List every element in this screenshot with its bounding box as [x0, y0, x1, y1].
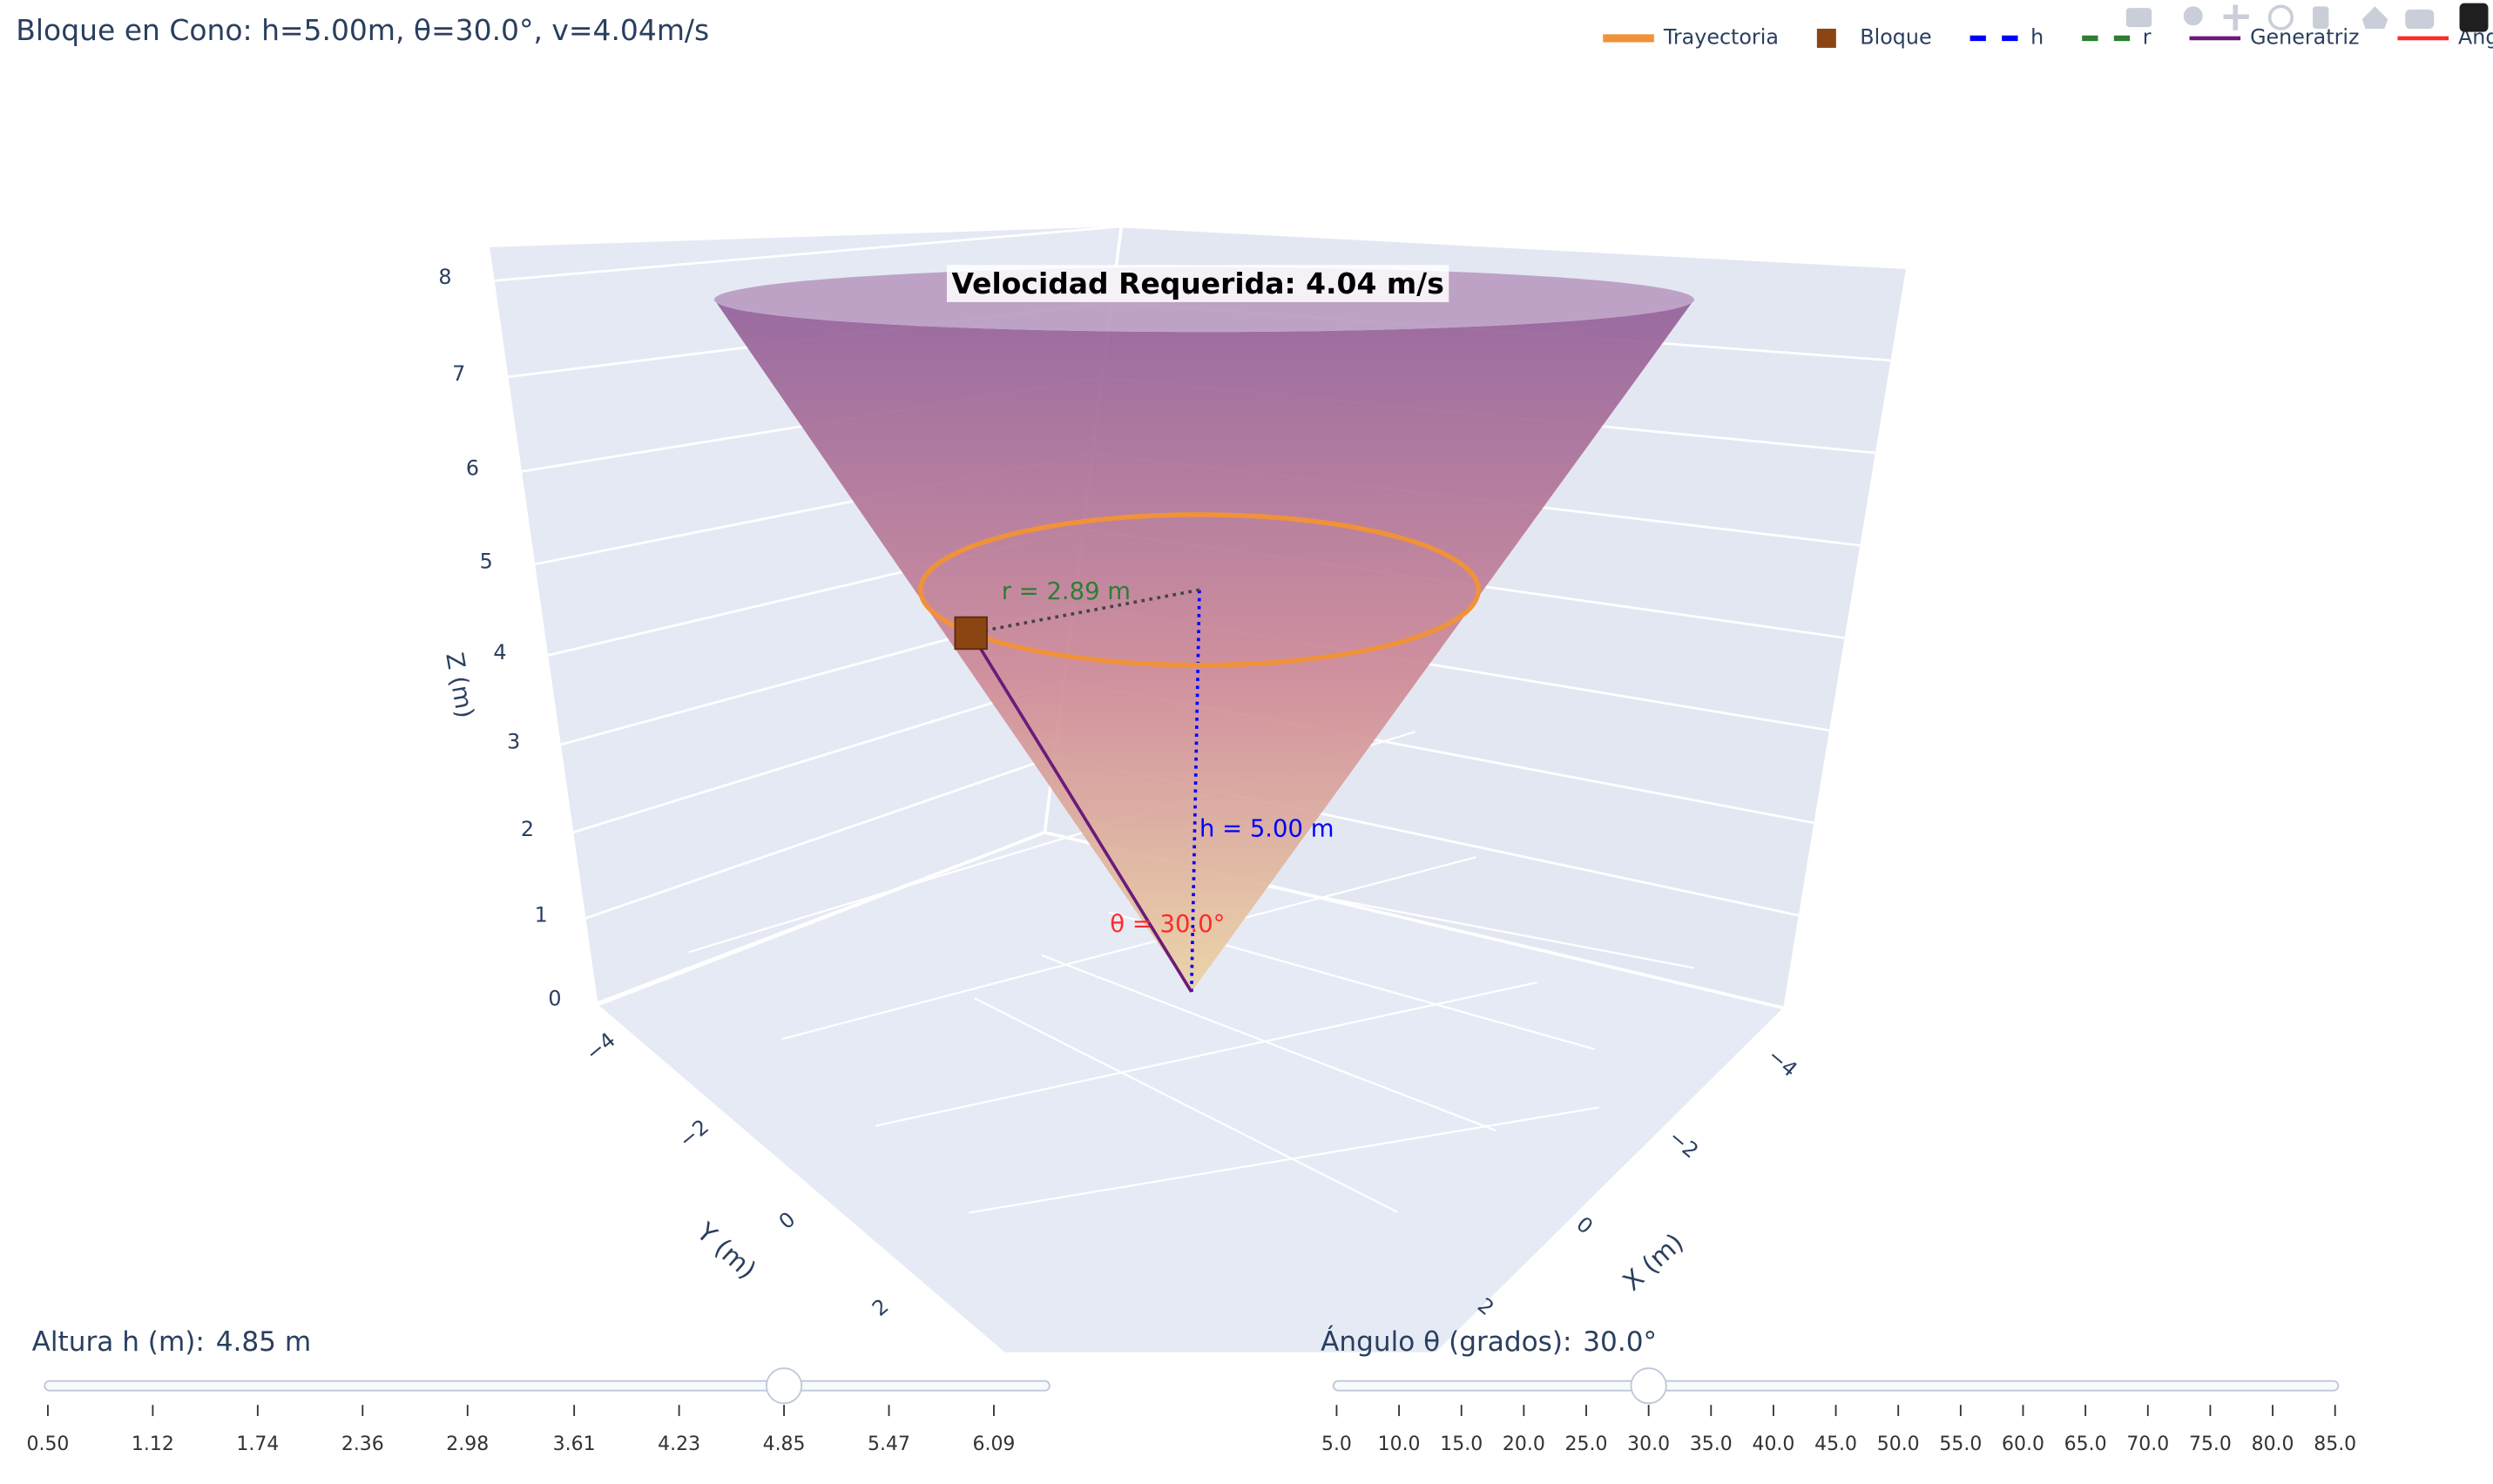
slider-tick-label: 40.0: [1752, 1433, 1794, 1455]
grid-line: [1041, 954, 1496, 1132]
slider-tick-label: 6.09: [973, 1433, 1016, 1455]
r-label: r = 2.89 m: [1002, 578, 1131, 605]
grid-line: [969, 1106, 1599, 1214]
y-tick-label: 0: [774, 1207, 801, 1234]
block: [954, 616, 988, 651]
slider-track: [44, 1379, 1051, 1392]
modebar: [2125, 3, 2489, 32]
slider-tick-label: 60.0: [2002, 1433, 2044, 1455]
y-tick-label: −4: [581, 1028, 620, 1066]
legend-label[interactable]: Trayectoria: [1663, 24, 1779, 49]
legend: TrayectoriaBloquehrGeneratrizÁngulo θ: [1603, 24, 2493, 49]
slider-handle[interactable]: [1630, 1367, 1667, 1405]
slider-tick-label: 2.98: [446, 1433, 489, 1455]
z-tick-label: 5: [480, 549, 493, 573]
chart-title: Bloque en Cono: h=5.00m, θ=30.0°, v=4.04…: [16, 13, 709, 47]
modebar-turntable[interactable]: [2313, 6, 2329, 29]
slider-tick-label: 10.0: [1378, 1433, 1421, 1455]
slider-tick-label: 2.36: [341, 1433, 384, 1455]
slider-current: 30.0°: [1583, 1326, 1657, 1358]
modebar-home[interactable]: [2361, 6, 2388, 29]
modebar-camera-view[interactable]: [2405, 9, 2435, 29]
slider-tick-label: 65.0: [2064, 1433, 2107, 1455]
modebar-orbit[interactable]: [2267, 4, 2294, 30]
r-line: [970, 588, 1200, 635]
slider-tick-label: 85.0: [2314, 1433, 2356, 1455]
modebar-logo[interactable]: [2459, 3, 2489, 32]
slider-tick-label: 25.0: [1565, 1433, 1608, 1455]
x-tick-label: −4: [1763, 1043, 1802, 1082]
y-tick-label: 2: [868, 1294, 894, 1321]
z-tick-label: 0: [548, 987, 561, 1011]
x-tick-label: −2: [1664, 1125, 1703, 1164]
z-tick-label: 2: [521, 817, 534, 841]
h-line: [1189, 590, 1201, 992]
slider-tick-label: 55.0: [1939, 1433, 1982, 1455]
legend-symbol: [1816, 28, 1836, 48]
slider-label: Ángulo θ (grados):: [1321, 1325, 1571, 1358]
slider-tick-label: 70.0: [2126, 1433, 2169, 1455]
z-axis-title: Z (m): [440, 651, 478, 720]
slider-current: 4.85 m: [216, 1326, 311, 1358]
modebar-pan[interactable]: [2233, 4, 2239, 30]
slider-tick-label: 45.0: [1814, 1433, 1857, 1455]
slider-tick-label: 1.74: [236, 1433, 279, 1455]
x-axis-title: X (m): [1617, 1227, 1689, 1296]
grid-line: [596, 831, 1784, 1009]
slider-tick-label: 4.85: [763, 1433, 806, 1455]
modebar-camera[interactable]: [2125, 8, 2152, 28]
grid-line: [974, 997, 1398, 1213]
z-tick-label: 3: [507, 730, 520, 754]
z-tick-label: 8: [438, 265, 451, 289]
slider-tick-label: 15.0: [1440, 1433, 1483, 1455]
trajectory: [918, 512, 1481, 668]
floor: [598, 832, 1784, 1352]
theta-label: θ = 30.0°: [1110, 911, 1225, 938]
legend-label[interactable]: r: [2143, 24, 2152, 49]
grid-line: [486, 225, 1906, 283]
cone-surface: [714, 300, 1694, 992]
legend-label[interactable]: Bloque: [1860, 24, 1931, 49]
slider-tick-label: 1.12: [132, 1433, 174, 1455]
legend-label[interactable]: h: [2030, 24, 2044, 49]
z-tick-label: 7: [452, 361, 465, 386]
slider-tick-label: 0.50: [26, 1433, 69, 1455]
y-tick-label: −2: [674, 1115, 713, 1153]
slider-tick-label: 80.0: [2252, 1433, 2294, 1455]
y-axis-title: Y (m): [691, 1217, 762, 1285]
z-tick-label: 4: [493, 640, 506, 664]
generatrix: [970, 631, 1193, 993]
slider-handle[interactable]: [766, 1367, 803, 1405]
slider-track: [1332, 1379, 2340, 1392]
slider-tick-label: 30.0: [1627, 1433, 1670, 1455]
grid-line: [875, 981, 1538, 1127]
slider-tick-label: 20.0: [1503, 1433, 1545, 1455]
x-tick-label: 0: [1571, 1211, 1598, 1238]
sliders: Altura h (m): 4.85 m 0.50 1.12 1.74 2.36 2.98 3…: [26, 1325, 2356, 1455]
slider-tick-label: 50.0: [1877, 1433, 1920, 1455]
h-label: h = 5.00 m: [1199, 816, 1334, 843]
slider-tick-label: 75.0: [2189, 1433, 2232, 1455]
z-tick-label: 1: [535, 902, 548, 927]
modebar-zoom[interactable]: [2183, 6, 2203, 26]
legend-label[interactable]: Generatriz: [2250, 24, 2359, 49]
slider-tick-label: 4.23: [658, 1433, 700, 1455]
velocity-box: [946, 265, 1449, 302]
slider-tick-label: 35.0: [1690, 1433, 1733, 1455]
velocity-label: Velocidad Requerida: 4.04 m/s: [951, 266, 1443, 300]
slider-tick-label: 5.47: [868, 1433, 910, 1455]
grid-line: [781, 856, 1476, 1041]
slider-tick-label: 5.0: [1321, 1433, 1352, 1455]
slider-tick-label: 3.61: [553, 1433, 596, 1455]
slider-label: Altura h (m):: [32, 1326, 205, 1358]
z-tick-label: 6: [466, 456, 479, 481]
